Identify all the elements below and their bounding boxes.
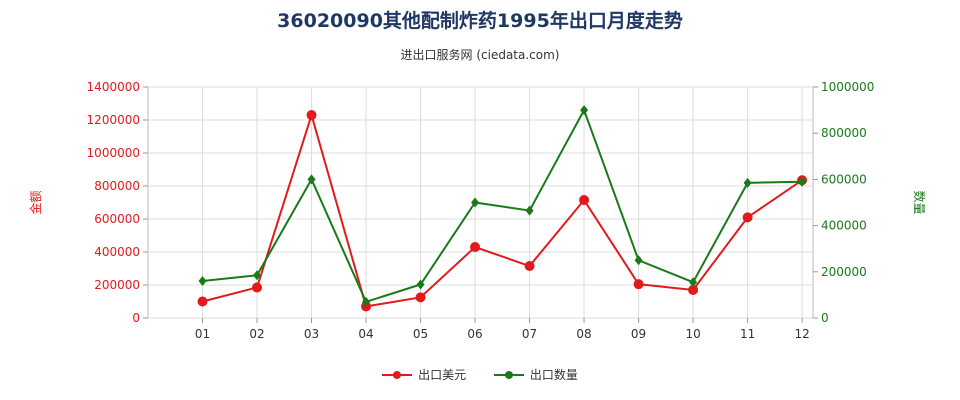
x-tick-label: 03 xyxy=(304,327,319,341)
data-point-qty xyxy=(580,105,589,116)
y-right-axis-title: 数量 xyxy=(912,190,927,214)
data-point-usd xyxy=(742,212,753,223)
data-point-usd xyxy=(524,261,535,272)
y-left-tick-label: 400000 xyxy=(94,245,140,259)
legend-swatch-usd xyxy=(382,369,413,381)
x-tick-label: 10 xyxy=(685,327,700,341)
data-point-qty xyxy=(634,255,643,266)
x-tick-label: 02 xyxy=(249,327,264,341)
y-left-axis-title: 金额 xyxy=(28,190,43,214)
x-tick-label: 04 xyxy=(358,327,373,341)
y-left-tick-label: 1000000 xyxy=(87,146,140,160)
data-point-qty xyxy=(689,277,698,288)
chart-subtitle: 进出口服务网 (ciedata.com) xyxy=(400,48,560,62)
y-left-tick-label: 1400000 xyxy=(87,80,140,94)
legend-swatch-qty xyxy=(493,369,524,381)
x-tick-label: 09 xyxy=(631,327,646,341)
data-point-qty xyxy=(307,174,316,185)
x-tick-label: 11 xyxy=(740,327,755,341)
legend-item-qty[interactable]: 出口数量 xyxy=(493,366,578,383)
legend-label-qty: 出口数量 xyxy=(529,368,578,382)
x-tick-label: 01 xyxy=(195,327,210,341)
y-left-tick-label: 600000 xyxy=(94,212,140,226)
y-left-tick-label: 0 xyxy=(132,311,140,325)
series-line-qty xyxy=(202,107,803,304)
data-point-usd xyxy=(688,284,699,295)
data-point-qty xyxy=(253,270,262,281)
data-point-qty xyxy=(198,276,207,287)
y-right-tick-label: 200000 xyxy=(821,265,867,279)
data-point-usd xyxy=(470,242,481,253)
series-line-usd xyxy=(202,111,803,308)
y-left-tick-label: 1200000 xyxy=(87,113,140,127)
data-point-usd xyxy=(306,110,317,121)
data-point-usd xyxy=(579,195,590,206)
x-tick-label: 05 xyxy=(413,327,428,341)
data-point-usd xyxy=(633,279,644,290)
x-tick-label: 07 xyxy=(522,327,537,341)
data-point-qty xyxy=(743,177,752,188)
x-tick-label: 12 xyxy=(794,327,809,341)
chart-legend: 出口美元 出口数量 xyxy=(0,366,960,384)
data-point-usd xyxy=(415,292,426,303)
data-point-usd xyxy=(252,282,263,293)
data-point-qty xyxy=(525,205,534,216)
y-left-tick-label: 800000 xyxy=(94,179,140,193)
x-tick-label: 08 xyxy=(576,327,591,341)
data-point-qty xyxy=(798,176,807,187)
y-left-tick-label: 200000 xyxy=(94,278,140,292)
data-point-qty xyxy=(416,279,425,290)
y-right-tick-label: 1000000 xyxy=(821,80,874,94)
y-right-tick-label: 0 xyxy=(821,311,829,325)
legend-label-usd: 出口美元 xyxy=(418,368,467,382)
chart-title: 36020090其他配制炸药1995年出口月度走势 xyxy=(277,10,683,32)
x-tick-label: 06 xyxy=(467,327,482,341)
data-point-qty xyxy=(471,197,480,208)
y-right-tick-label: 600000 xyxy=(821,172,867,186)
data-point-qty xyxy=(362,296,371,307)
y-right-tick-label: 400000 xyxy=(821,219,867,233)
y-right-tick-label: 800000 xyxy=(821,126,867,140)
legend-item-usd[interactable]: 出口美元 xyxy=(382,366,466,383)
data-point-usd xyxy=(197,296,208,307)
